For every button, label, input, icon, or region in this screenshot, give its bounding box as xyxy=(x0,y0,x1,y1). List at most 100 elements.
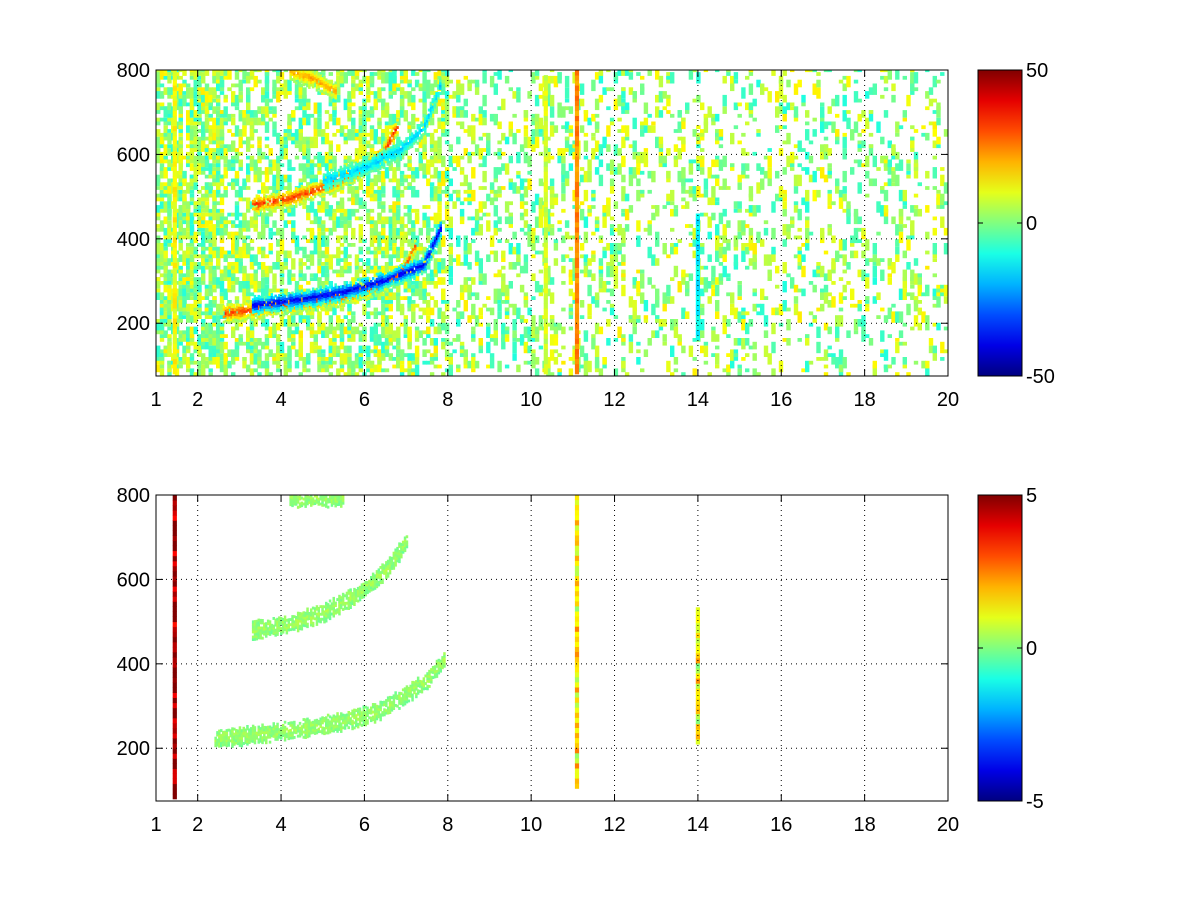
heatmap-cell xyxy=(381,250,386,255)
heatmap-cell xyxy=(223,334,228,338)
heatmap-cell xyxy=(437,277,442,285)
heatmap-cell xyxy=(403,239,408,243)
heatmap-cell xyxy=(752,98,757,107)
heatmap-cell xyxy=(546,273,551,281)
heatmap-cell xyxy=(662,91,667,99)
heatmap-cell xyxy=(163,155,168,160)
heatmap-cell xyxy=(381,246,386,251)
heatmap-cell xyxy=(681,197,686,202)
heatmap-cell xyxy=(756,163,761,171)
heatmap-cell xyxy=(317,224,322,232)
heatmap-cell xyxy=(208,125,213,137)
heatmap-cell xyxy=(452,201,457,209)
heatmap-cell xyxy=(272,220,277,228)
heatmap-cell xyxy=(688,273,694,281)
heatmap-cell xyxy=(317,322,322,335)
heatmap-cell xyxy=(291,136,296,141)
heatmap-cell xyxy=(237,319,241,322)
heatmap-cell xyxy=(748,205,754,213)
heatmap-cell xyxy=(201,262,206,266)
heatmap-cell xyxy=(831,121,836,133)
heatmap-cell xyxy=(640,129,645,137)
heatmap-cell xyxy=(276,70,281,73)
heatmap-cell xyxy=(403,70,408,76)
heatmap-cell xyxy=(715,239,720,251)
heatmap-cell xyxy=(670,345,675,357)
heatmap-cell xyxy=(568,368,574,376)
heatmap-cell xyxy=(775,170,780,179)
heatmap-cell xyxy=(197,216,202,228)
heatmap-cell xyxy=(238,281,243,293)
heatmap-cell xyxy=(703,265,709,270)
heatmap-cell xyxy=(159,262,165,266)
heatmap-cell xyxy=(512,353,517,361)
heatmap-cell xyxy=(272,70,277,73)
heatmap-cell xyxy=(324,307,330,316)
heatmap-cell xyxy=(902,117,907,122)
heatmap-cell xyxy=(662,205,667,209)
heatmap-cell xyxy=(673,205,679,209)
heatmap-cell xyxy=(249,305,252,309)
heatmap-cell xyxy=(703,212,709,217)
heatmap-cell xyxy=(632,326,637,335)
heatmap-cell xyxy=(313,235,318,244)
heatmap-cell xyxy=(226,303,229,306)
heatmap-cell xyxy=(898,125,904,130)
heatmap-cell xyxy=(216,170,221,183)
heatmap-cell xyxy=(677,110,682,114)
heatmap-cell xyxy=(414,345,420,357)
heatmap-cell xyxy=(707,216,712,228)
heatmap-cell xyxy=(351,330,356,342)
heatmap-cell xyxy=(516,186,521,194)
heatmap-cell xyxy=(673,155,679,160)
heatmap-cell xyxy=(940,341,945,350)
heatmap-cell xyxy=(174,349,180,357)
heatmap-cell xyxy=(583,170,589,183)
heatmap-cell xyxy=(658,144,664,149)
heatmap-cell xyxy=(512,113,517,118)
heatmap-cell xyxy=(523,254,529,262)
heatmap-cell xyxy=(298,98,303,103)
heatmap-cell xyxy=(373,72,378,76)
heatmap-cell xyxy=(865,91,870,99)
heatmap-cell xyxy=(444,186,450,194)
heatmap-cell xyxy=(223,117,228,122)
heatmap-cell xyxy=(801,148,806,152)
heatmap-cell xyxy=(233,307,237,311)
heatmap-cell xyxy=(197,136,202,149)
heatmap-cell xyxy=(358,178,363,190)
heatmap-cell xyxy=(681,117,686,130)
heatmap-cell xyxy=(444,113,450,126)
heatmap-cell xyxy=(876,258,881,266)
heatmap-cell xyxy=(354,300,360,304)
heatmap-cell xyxy=(399,307,405,316)
heatmap-cell xyxy=(677,281,682,293)
heatmap-cell xyxy=(459,208,465,217)
heatmap-cell xyxy=(572,148,577,152)
heatmap-cell xyxy=(167,307,172,316)
heatmap-cell xyxy=(178,182,183,187)
heatmap-cell xyxy=(898,330,904,338)
heatmap-cell xyxy=(437,212,442,225)
heatmap-cell xyxy=(268,186,273,190)
heatmap-cell xyxy=(568,269,574,278)
heatmap-cell xyxy=(771,250,776,262)
heatmap-cell xyxy=(557,151,562,164)
heatmap-cell xyxy=(178,140,183,145)
heatmap-cell xyxy=(857,98,862,103)
heatmap-cell xyxy=(482,170,487,183)
heatmap-cell xyxy=(272,231,277,236)
heatmap-cell xyxy=(321,307,326,312)
heatmap-cell xyxy=(223,364,228,373)
heatmap-cell xyxy=(441,159,446,168)
heatmap-cell xyxy=(763,155,769,160)
heatmap-cell xyxy=(561,307,566,312)
heatmap-cell xyxy=(670,72,675,84)
heatmap-cell xyxy=(167,224,172,236)
heatmap-cell xyxy=(343,372,348,376)
heatmap-cell xyxy=(437,307,442,319)
heatmap-cell xyxy=(226,318,229,322)
heatmap-cell xyxy=(224,314,228,318)
heatmap-cell xyxy=(583,357,589,369)
heatmap-cell xyxy=(655,296,660,308)
